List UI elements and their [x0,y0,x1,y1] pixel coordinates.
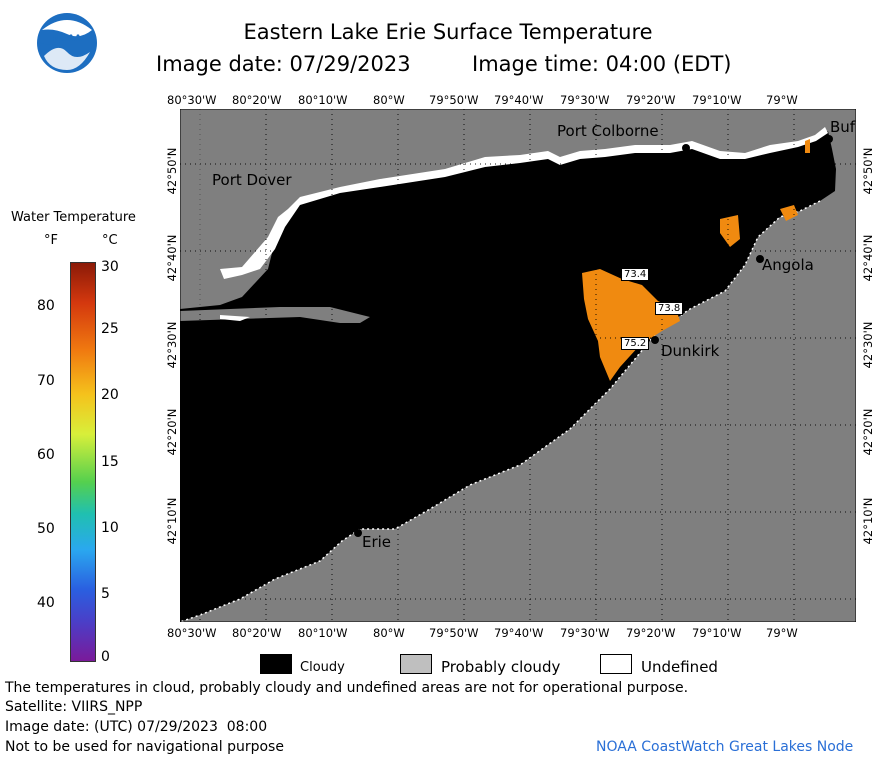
place-angola: Angola [762,256,814,274]
lon-label-bottom: 80°30'W [167,626,217,640]
colorbar-unit-c: °C [102,233,118,248]
warm-water-patch [805,139,810,153]
place-dunkirk: Dunkirk [661,342,720,360]
lon-label-top: 80°20'W [232,93,282,107]
lon-label-top: 79°W [766,93,798,107]
noaa-logo: NOAA [36,12,98,74]
lat-label-right: 42°50'N [861,147,875,195]
lon-label-bottom: 80°20'W [232,626,282,640]
lon-label-top: 79°40'W [494,93,544,107]
legend-swatch-cloudy [260,654,292,674]
lat-label-right: 42°40'N [861,234,875,282]
colorbar-f-tick: 40 [37,595,55,611]
lon-label-bottom: 79°50'W [429,626,479,640]
map-title: Eastern Lake Erie Surface Temperature [243,20,653,44]
lon-label-bottom: 80°10'W [298,626,348,640]
place-port-colborne: Port Colborne [557,122,659,140]
lon-label-top: 80°10'W [298,93,348,107]
lat-label-right: 42°30'N [861,321,875,369]
colorbar-f-tick: 80 [37,298,55,314]
legend-probably-cloudy-label: Probably cloudy [441,658,561,676]
nav-warning-text: Not to be used for navigational purpose [5,739,284,755]
legend-undefined-label: Undefined [641,658,718,676]
credit-text: NOAA CoastWatch Great Lakes Node [596,739,854,755]
legend-swatch-undefined [600,654,632,674]
lat-label-right: 42°20'N [861,408,875,456]
map-panel [179,108,857,623]
lon-label-top: 79°20'W [626,93,676,107]
colorbar-c-tick: 0 [101,649,110,665]
place-port-dover: Port Dover [212,171,292,189]
temperature-label: 73.4 [621,268,650,281]
colorbar-f-tick: 50 [37,521,55,537]
city-marker [756,255,764,263]
image-date: Image date: 07/29/2023 [156,52,411,76]
colorbar-f-tick: 60 [37,447,55,463]
colorbar-unit-f: °F [44,233,58,248]
colorbar-c-tick: 30 [101,259,119,275]
lat-label-left: 42°40'N [165,234,179,282]
undefined-shore [220,127,828,279]
satellite-text: Satellite: VIIRS_NPP [5,699,143,715]
noaa-logo-text: NOAA [52,34,82,44]
lon-label-bottom: 79°10'W [692,626,742,640]
colorbar-c-tick: 5 [101,586,110,602]
colorbar-title: Water Temperature [11,210,136,225]
lat-label-left: 42°10'N [165,497,179,545]
city-marker [825,135,833,143]
lon-label-top: 80°W [373,93,405,107]
disclaimer-text: The temperatures in cloud, probably clou… [5,680,689,696]
warm-water-patch [720,215,740,247]
warm-water-patch [582,269,680,381]
colorbar-c-tick: 15 [101,454,119,470]
lon-label-top: 80°30'W [167,93,217,107]
lat-label-left: 42°20'N [165,408,179,456]
temperature-label: 75.2 [621,337,650,350]
colorbar-c-tick: 25 [101,321,119,337]
city-marker [682,144,690,152]
lon-label-bottom: 79°20'W [626,626,676,640]
colorbar-c-tick: 10 [101,520,119,536]
image-time: Image time: 04:00 (EDT) [472,52,732,76]
city-marker [651,336,659,344]
lon-label-top: 79°30'W [560,93,610,107]
temperature-label: 73.8 [655,302,684,315]
lat-label-left: 42°30'N [165,321,179,369]
place-erie: Erie [362,533,392,551]
lon-label-bottom: 80°W [373,626,405,640]
lon-label-top: 79°50'W [429,93,479,107]
place-buffalo: Buf [830,118,856,136]
colorbar [70,262,96,662]
lon-label-bottom: 79°W [766,626,798,640]
legend-swatch-probably-cloudy [400,654,432,674]
lon-label-bottom: 79°30'W [560,626,610,640]
lat-label-left: 42°50'N [165,147,179,195]
colorbar-c-tick: 20 [101,387,119,403]
lat-label-right: 42°10'N [861,497,875,545]
city-marker [354,529,362,537]
lon-label-bottom: 79°40'W [494,626,544,640]
utc-date-text: Image date: (UTC) 07/29/2023 08:00 [5,719,268,735]
lon-label-top: 79°10'W [692,93,742,107]
colorbar-f-tick: 70 [37,373,55,389]
legend-cloudy-label: Cloudy [300,660,345,675]
cloud-cover [180,131,836,622]
